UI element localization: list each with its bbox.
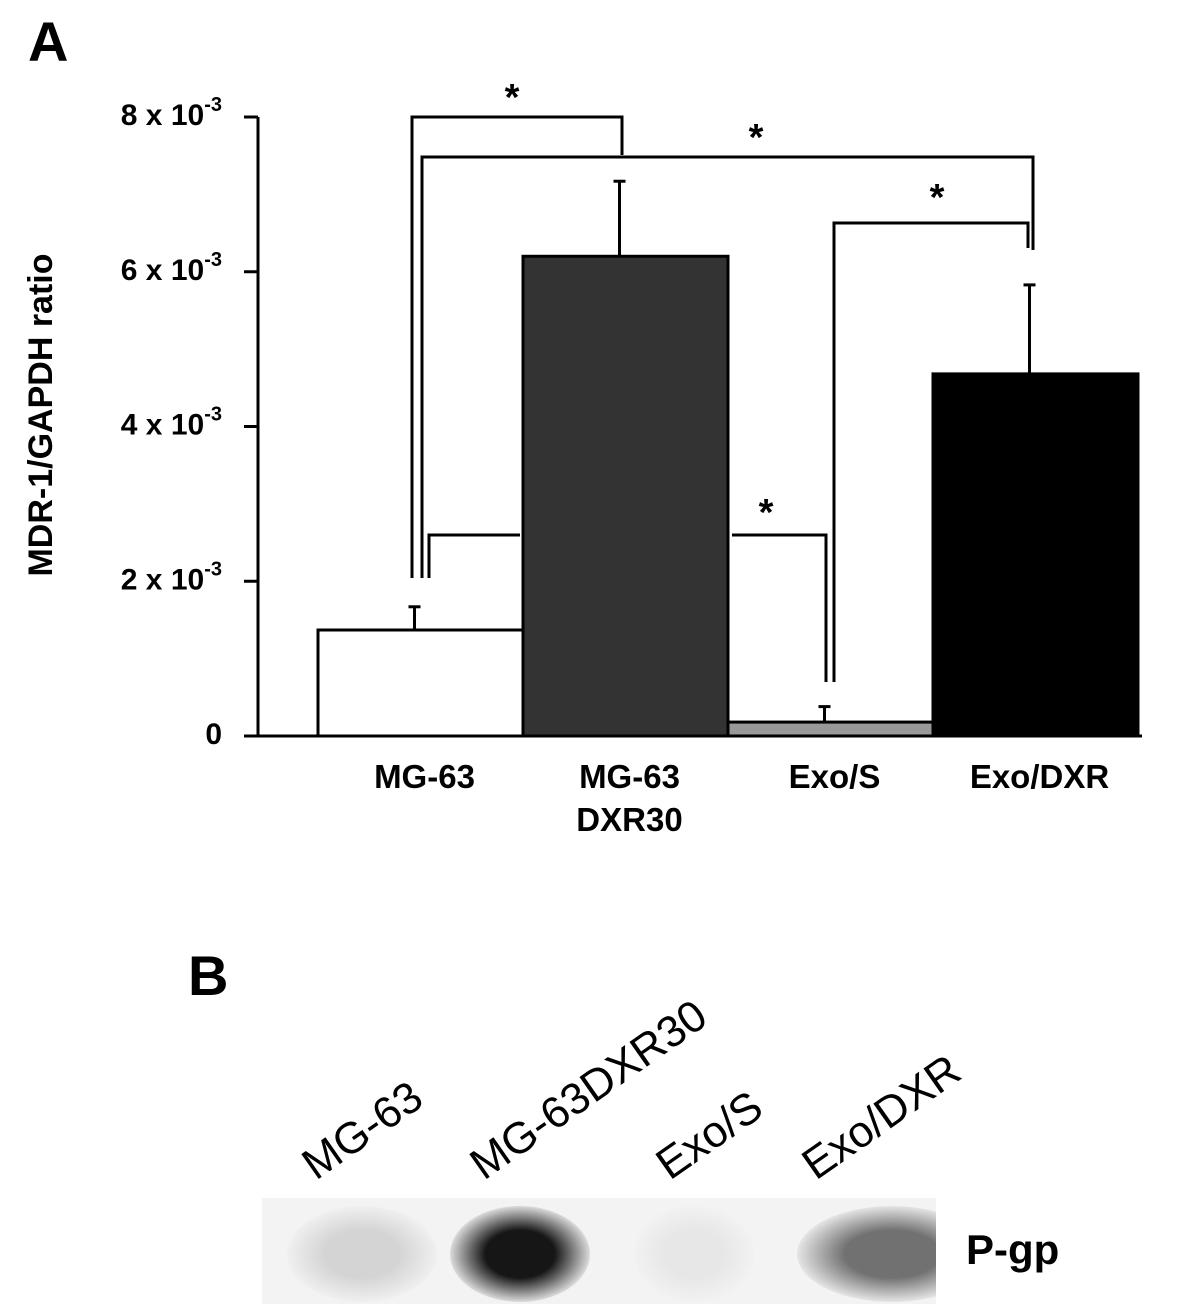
blot-band-1 — [450, 1206, 590, 1302]
bar-3 — [931, 372, 1140, 738]
x-tick-label-2-0: Exo/S — [789, 758, 881, 795]
significance-star-0: * — [505, 77, 520, 119]
significance-bracket-3 — [427, 533, 520, 578]
significance-bracket-4 — [732, 533, 828, 682]
p-gp-band-label: P-gp — [966, 1226, 1060, 1273]
chart-error-bars — [408, 179, 1036, 723]
y-tick-label-0: 0 — [205, 718, 222, 751]
x-tick-label-3-0: Exo/DXR — [970, 758, 1110, 795]
y-tick-exponent: -3 — [204, 404, 222, 426]
blot-lane-label-2: Exo/S — [647, 1081, 772, 1190]
y-axis-label: MDR-1/GAPDH ratio — [22, 253, 60, 576]
y-tick-exponent: -3 — [204, 94, 222, 116]
bar-chart: * * * * 0 2 x 10-3 4 x 10-3 6 x 10-3 8 x 10-3 M… — [22, 77, 1142, 838]
blot-band-3 — [797, 1206, 936, 1302]
y-tick-exponent: -3 — [204, 249, 222, 271]
panel-b-label: B — [188, 944, 229, 1007]
x-tick-label-1-0: MG-63 — [579, 758, 680, 795]
y-tick-label-3: 6 x 10-3 — [121, 249, 222, 287]
blot-band-0 — [287, 1206, 437, 1302]
significance-bracket-2 — [832, 221, 1030, 682]
y-tick-label-4: 8 x 10-3 — [121, 94, 222, 132]
significance-star-2: * — [930, 177, 945, 219]
significance-star-3: * — [759, 492, 774, 534]
y-tick-label-2: 4 x 10-3 — [121, 404, 222, 442]
chart-bars — [316, 254, 1140, 738]
blot-lane-label-0: MG-63 — [293, 1071, 432, 1190]
x-tick-label-1-1: DXR30 — [576, 801, 682, 838]
significance-bracket-0 — [410, 115, 624, 578]
x-tick-labels: MG-63 MG-63 DXR30 Exo/S Exo/DXR — [374, 758, 1109, 838]
blot-lane-label-3: Exo/DXR — [793, 1045, 970, 1190]
western-blot-image — [262, 1198, 936, 1304]
significance-star-1: * — [749, 117, 764, 159]
significance-brackets: * * * * — [410, 77, 1035, 682]
blot-band-2 — [634, 1206, 754, 1302]
bar-0 — [316, 628, 525, 738]
bar-1 — [521, 254, 730, 738]
y-tick-exponent: -3 — [204, 558, 222, 580]
y-tick-label-1: 2 x 10-3 — [121, 558, 222, 596]
x-tick-label-0-0: MG-63 — [374, 758, 475, 795]
significance-bracket-1 — [420, 155, 1035, 578]
panel-a-label: A — [28, 10, 69, 73]
bar-2 — [726, 720, 935, 738]
y-tick-labels: 0 2 x 10-3 4 x 10-3 6 x 10-3 8 x 10-3 — [121, 94, 222, 751]
